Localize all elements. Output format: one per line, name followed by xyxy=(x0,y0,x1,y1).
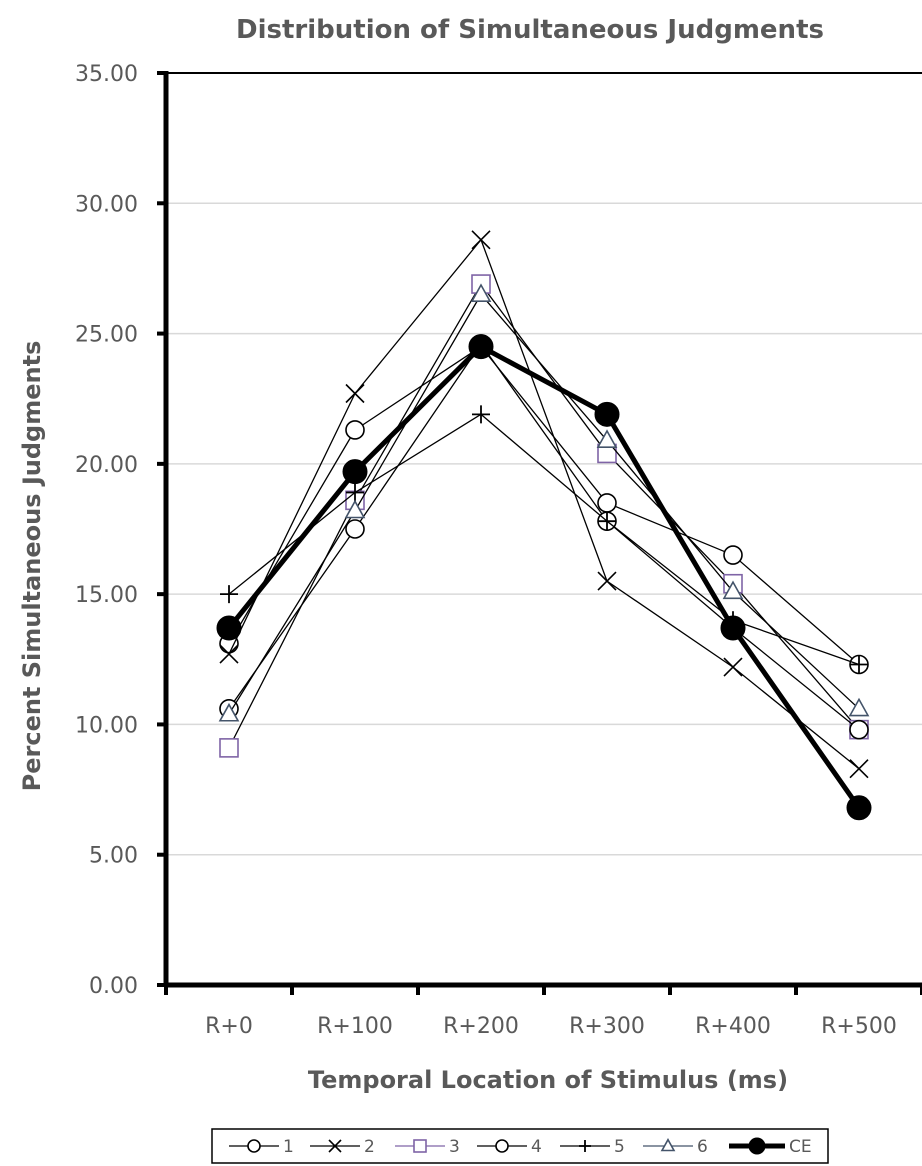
filled-circle-marker xyxy=(468,334,494,360)
x-marker-stroke xyxy=(219,644,239,664)
triangle-marker xyxy=(218,702,240,722)
legend-item-CE: CE xyxy=(729,1137,812,1157)
triangle-marker xyxy=(848,697,870,717)
x-marker xyxy=(471,230,491,250)
chart-title: Distribution of Simultaneous Judgments xyxy=(236,15,824,45)
triangle-marker xyxy=(470,283,492,303)
legend-item-3: 3 xyxy=(395,1137,460,1157)
x-marker xyxy=(597,571,617,591)
x-tick-label: R+100 xyxy=(317,1014,393,1039)
circle-marker xyxy=(597,493,617,513)
y-tick-label: 15.00 xyxy=(75,583,138,608)
y-tick-label: 0.00 xyxy=(89,974,138,999)
x-axis-title: Temporal Location of Stimulus (ms) xyxy=(308,1066,788,1094)
legend-label: 5 xyxy=(614,1137,625,1157)
plus-marker xyxy=(472,405,490,424)
plus-marker xyxy=(220,585,238,604)
filled-circle-marker xyxy=(846,795,872,821)
y-tick-label: 30.00 xyxy=(75,192,138,217)
x-tick-label: R+400 xyxy=(695,1014,771,1039)
filled-circle-marker xyxy=(216,615,242,641)
series-line xyxy=(228,283,860,749)
circle-marker xyxy=(345,420,365,440)
triangle-marker xyxy=(596,429,618,448)
y-tick-label: 5.00 xyxy=(89,844,138,869)
x-tick-label: R+0 xyxy=(205,1014,253,1039)
circle-marker xyxy=(495,1139,509,1153)
circle-marker xyxy=(247,1139,261,1153)
square-marker xyxy=(219,738,239,758)
circle-marker xyxy=(849,719,869,740)
x-marker-stroke xyxy=(345,383,365,404)
legend-label: 2 xyxy=(364,1137,375,1157)
legend-item-2: 2 xyxy=(310,1137,375,1157)
series-6 xyxy=(218,283,870,722)
x-tick-label: R+200 xyxy=(443,1014,519,1039)
x-marker xyxy=(849,759,869,779)
plus-marker xyxy=(346,483,364,502)
legend-item-1: 1 xyxy=(229,1137,294,1157)
filled-circle-marker xyxy=(594,401,620,427)
x-marker xyxy=(723,657,743,677)
x-marker-stroke xyxy=(328,1139,342,1153)
circle-marker xyxy=(345,519,365,539)
gridlines xyxy=(166,72,922,856)
series-line xyxy=(228,293,860,715)
series-1 xyxy=(219,336,869,675)
legend-label: 6 xyxy=(697,1137,708,1157)
legend-label: 1 xyxy=(283,1137,294,1157)
y-tick-label: 35.00 xyxy=(75,62,138,87)
legend-item-6: 6 xyxy=(643,1137,708,1157)
x-axis: R+0 R+100 R+200 R+300 R+400 R+500 xyxy=(164,982,922,1039)
y-axis: 0.00 5.00 10.00 15.00 20.00 25.00 30.00 35.00 xyxy=(75,62,169,999)
filled-circle-marker xyxy=(748,1137,766,1155)
y-axis-title: Percent Simultaneous Judgments xyxy=(18,341,46,792)
series-2 xyxy=(219,230,869,779)
legend-item-4: 4 xyxy=(477,1137,542,1157)
series-line xyxy=(228,343,860,731)
series-5 xyxy=(220,405,868,674)
triangle-marker xyxy=(722,580,744,600)
series-line xyxy=(228,413,860,666)
series-line xyxy=(228,239,860,770)
x-tick-label: R+300 xyxy=(569,1014,645,1039)
plus-marker xyxy=(598,512,616,531)
circle-marker xyxy=(723,545,743,565)
legend-label: 3 xyxy=(449,1137,460,1157)
square-marker xyxy=(413,1139,427,1153)
y-tick-label: 25.00 xyxy=(75,323,138,348)
x-marker xyxy=(345,383,365,404)
x-marker xyxy=(219,644,239,664)
plus-marker xyxy=(850,655,868,674)
plus-marker xyxy=(579,1140,591,1152)
legend: 1 2 3 4 5 6 CE xyxy=(211,1128,829,1164)
x-marker-stroke xyxy=(597,571,617,591)
series-CE xyxy=(216,334,872,821)
x-marker-stroke xyxy=(849,759,869,779)
x-marker-stroke xyxy=(471,230,491,250)
y-tick-label: 20.00 xyxy=(75,453,138,478)
y-tick-label: 10.00 xyxy=(75,713,138,738)
filled-circle-marker xyxy=(342,459,368,485)
legend-label: CE xyxy=(789,1137,812,1157)
x-marker xyxy=(328,1139,342,1153)
triangle-marker xyxy=(660,1138,676,1152)
legend-label: 4 xyxy=(531,1137,542,1157)
filled-circle-marker xyxy=(720,615,746,641)
triangle-marker xyxy=(344,499,366,519)
series-line xyxy=(228,345,860,665)
series-line xyxy=(227,344,862,810)
x-tick-label: R+500 xyxy=(821,1014,897,1039)
legend-item-5: 5 xyxy=(560,1137,625,1157)
series-layer xyxy=(216,230,872,821)
x-marker-stroke xyxy=(723,657,743,677)
